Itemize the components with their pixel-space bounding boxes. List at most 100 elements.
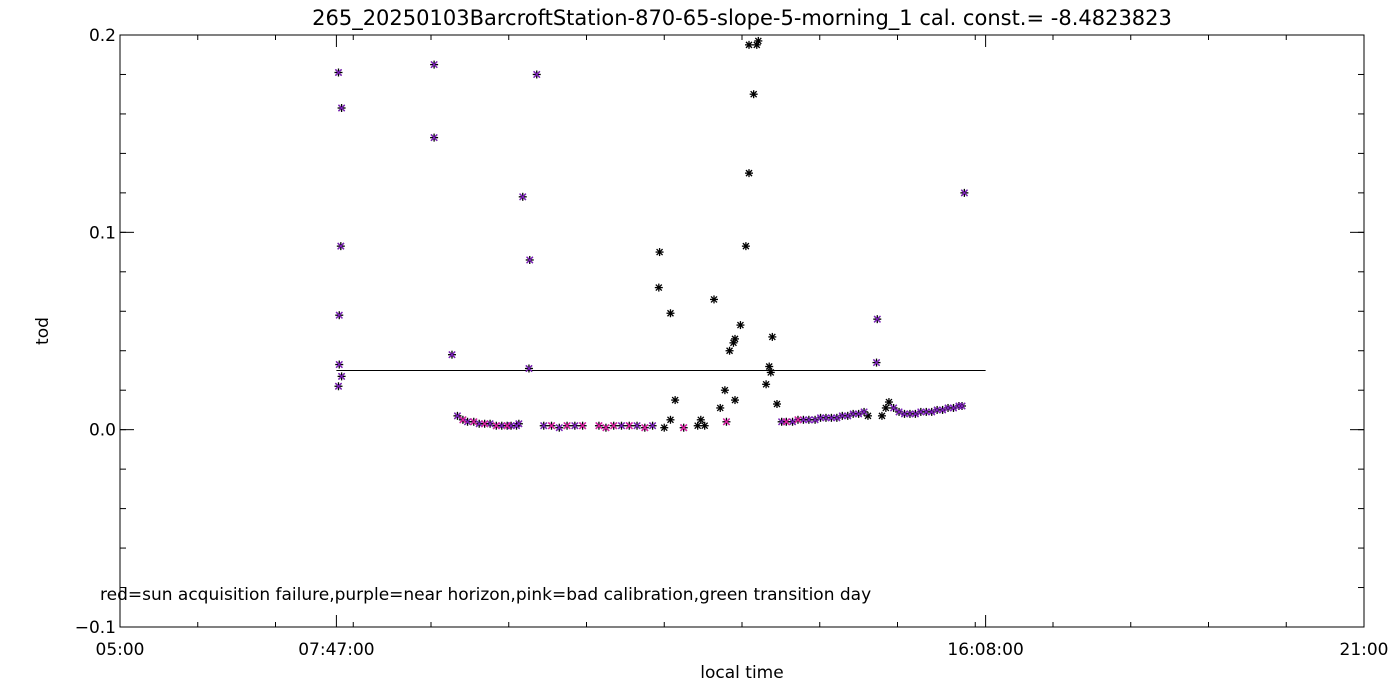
data-point-near-horizon <box>960 189 969 197</box>
data-point-all <box>655 248 664 257</box>
legend-annotation: red=sun acquisition failure,purple=near … <box>100 585 871 605</box>
data-point-bad-calibration <box>680 424 688 432</box>
data-point-all <box>654 283 663 292</box>
data-point-bad-calibration <box>595 422 603 430</box>
data-point-near-horizon <box>955 402 963 410</box>
data-point-all <box>744 40 753 49</box>
data-point-near-horizon <box>933 406 941 414</box>
data-point-near-horizon <box>922 408 930 416</box>
data-point-near-horizon <box>337 372 346 381</box>
x-tick-label: 21:00 <box>1340 640 1389 660</box>
data-point-near-horizon <box>571 422 579 430</box>
data-point-near-horizon <box>827 414 836 422</box>
data-point-near-horizon <box>525 364 533 373</box>
data-point-near-horizon <box>900 410 909 418</box>
data-point-bad-calibration <box>722 418 731 426</box>
data-point-bad-calibration <box>578 422 587 430</box>
data-point-near-horizon <box>533 70 541 79</box>
data-point-bad-calibration <box>641 424 649 432</box>
data-point-all <box>768 332 777 341</box>
data-point-near-horizon <box>799 416 808 424</box>
data-point-near-horizon <box>448 351 456 359</box>
data-point-bad-calibration <box>547 422 556 430</box>
data-point-all <box>660 423 669 432</box>
data-point-near-horizon <box>540 422 548 430</box>
data-point-near-horizon <box>860 408 868 416</box>
data-point-all <box>741 242 750 251</box>
data-point-near-horizon <box>958 402 966 410</box>
data-point-near-horizon <box>337 104 346 112</box>
data-point-all <box>725 346 734 355</box>
data-point-near-horizon <box>872 358 881 367</box>
data-point-near-horizon <box>633 422 641 430</box>
data-point-near-horizon <box>938 406 947 414</box>
data-point-near-horizon <box>519 193 527 201</box>
data-point-near-horizon <box>335 360 343 369</box>
x-axis-label: local time <box>700 663 783 683</box>
y-tick-label: 0.0 <box>89 421 116 441</box>
data-point-near-horizon <box>617 422 626 430</box>
data-point-near-horizon <box>463 418 472 426</box>
data-point-all <box>762 380 771 389</box>
data-point-all <box>772 400 781 409</box>
data-point-bad-calibration <box>563 422 571 430</box>
data-point-all <box>693 421 702 430</box>
data-point-near-horizon <box>911 410 920 418</box>
data-point-all <box>877 411 886 420</box>
data-point-near-horizon <box>816 414 825 422</box>
plot-frame <box>119 34 1365 628</box>
data-point-near-horizon <box>838 412 846 420</box>
y-tick-label: 0.2 <box>89 26 116 46</box>
data-point-near-horizon <box>805 416 813 424</box>
data-point-bad-calibration <box>470 418 478 426</box>
data-point-all <box>765 362 774 371</box>
data-point-near-horizon <box>811 416 819 424</box>
data-point-all <box>700 421 709 430</box>
data-point-all <box>731 396 740 405</box>
data-point-near-horizon <box>895 408 903 416</box>
data-point-near-horizon <box>430 60 438 69</box>
data-point-near-horizon <box>430 133 438 142</box>
data-point-all <box>736 321 745 330</box>
data-point-all <box>744 169 753 178</box>
data-point-bad-calibration <box>480 420 489 428</box>
data-point-near-horizon <box>833 414 841 422</box>
data-point-near-horizon <box>889 404 898 412</box>
data-point-all <box>666 309 675 318</box>
x-tick-label: 16:08:00 <box>947 640 1023 660</box>
data-point-near-horizon <box>849 410 857 418</box>
data-point-bad-calibration <box>492 422 500 430</box>
data-point-near-horizon <box>906 410 914 418</box>
data-point-near-horizon <box>648 422 657 430</box>
data-point-near-horizon <box>486 420 494 428</box>
data-point-all <box>710 295 719 304</box>
data-point-near-horizon <box>944 404 952 412</box>
y-axis-label: tod <box>33 317 53 345</box>
data-point-near-horizon <box>873 315 881 323</box>
data-point-near-horizon <box>928 408 936 416</box>
data-point-all <box>731 334 740 343</box>
data-point-bad-calibration <box>602 424 610 432</box>
data-points <box>334 36 969 432</box>
x-tick-label: 05:00 <box>96 640 145 660</box>
data-point-near-horizon <box>917 408 925 416</box>
axis-ticks: 05:00 07:47:00 16:08:00 21:00 −0.1 0.0 0.1 0.2 <box>75 26 1389 660</box>
x-tick-label: 07:47:00 <box>298 640 374 660</box>
data-point-bad-calibration <box>610 422 618 430</box>
data-point-all <box>671 396 680 405</box>
data-point-all <box>766 368 775 377</box>
y-tick-label: 0.1 <box>89 223 116 243</box>
data-point-all <box>696 415 705 424</box>
data-point-near-horizon <box>822 414 830 422</box>
data-point-bad-calibration <box>503 422 511 430</box>
chart-title: 265_20250103BarcroftStation-870-65-slope… <box>312 6 1172 31</box>
data-point-near-horizon <box>526 256 534 264</box>
data-point-near-horizon <box>555 424 563 432</box>
data-point-near-horizon <box>334 382 343 390</box>
data-point-near-horizon <box>515 420 523 428</box>
data-point-near-horizon <box>949 404 958 412</box>
data-point-all <box>881 403 890 412</box>
data-point-near-horizon <box>854 410 863 418</box>
data-point-all <box>749 90 758 99</box>
